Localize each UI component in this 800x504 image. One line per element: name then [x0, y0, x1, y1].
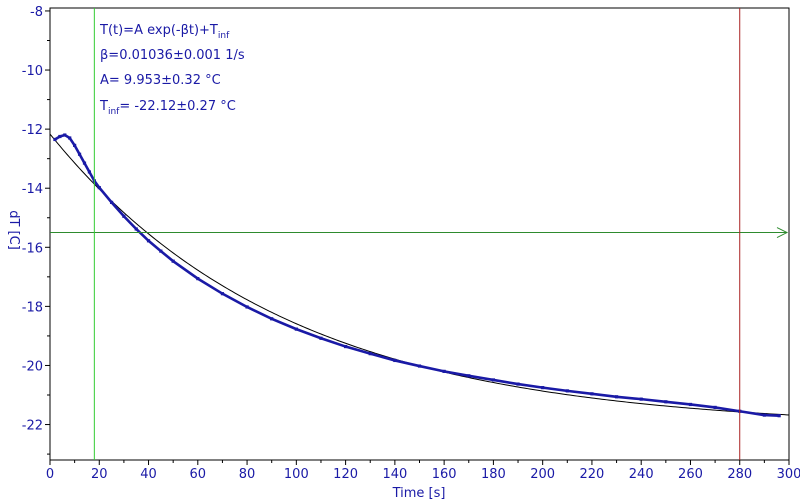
y-tick-label: -22	[22, 419, 43, 434]
data-point	[762, 413, 766, 417]
data-point	[713, 405, 717, 410]
data-point	[109, 200, 114, 204]
data-point	[516, 382, 520, 386]
x-tick-label: 240	[629, 467, 654, 482]
chart-ticks: 0 20 40 60 80 100 120 140 160 180 200 220 240 260 280 3…	[22, 5, 800, 482]
data-point	[442, 369, 446, 373]
data-point	[58, 134, 62, 139]
data-point	[134, 227, 138, 231]
x-tick-label: 0	[46, 467, 54, 482]
x-tick-label: 280	[727, 467, 752, 482]
y-tick-label: -8	[30, 5, 43, 20]
x-tick-label: 260	[678, 467, 703, 482]
x-tick-label: 220	[580, 467, 605, 482]
data-point	[270, 317, 274, 321]
plot-area-frame	[49, 7, 790, 461]
data-point	[639, 397, 643, 401]
data-point	[565, 389, 569, 393]
data-point	[63, 133, 67, 137]
data-point	[159, 249, 163, 253]
fit-amplitude: A= 9.953±0.32 °C	[100, 73, 221, 88]
x-tick-label: 120	[333, 467, 358, 482]
data-point	[87, 170, 92, 174]
data-point	[664, 400, 668, 404]
x-tick-label: 60	[190, 467, 207, 482]
data-point	[122, 214, 126, 218]
data-point	[82, 161, 87, 165]
data-point	[319, 336, 323, 340]
x-tick-label: 100	[284, 467, 309, 482]
x-tick-label: 40	[140, 467, 157, 482]
data-point	[590, 392, 594, 396]
data-point	[467, 374, 471, 378]
x-tick-label: 180	[481, 467, 506, 482]
data-point	[777, 414, 781, 418]
fit-formula: T(t)=A exp(-βt)+Tinf	[99, 23, 230, 41]
data-point	[245, 305, 249, 309]
fit-beta: β=0.01036±0.001 1/s	[100, 48, 245, 63]
x-tick-label: 20	[91, 467, 108, 482]
data-point	[368, 352, 372, 356]
x-tick-label: 80	[239, 467, 256, 482]
data-point	[541, 386, 545, 390]
data-point	[688, 402, 693, 407]
y-tick-label: -12	[22, 123, 43, 138]
y-tick-label: -18	[22, 300, 43, 315]
data-point	[73, 143, 77, 147]
data-point	[491, 378, 495, 382]
fit-tinf: Tinf= -22.12±0.27 °C	[99, 99, 236, 117]
fit-annotation: T(t)=A exp(-βt)+Tinf β=0.01036±0.001 1/s…	[99, 23, 245, 117]
y-axis-title: dT [C]	[6, 210, 21, 250]
data-point	[417, 364, 422, 368]
data-point	[97, 186, 101, 190]
data-point	[614, 395, 619, 399]
horizontal-marker-arrow-icon[interactable]	[776, 227, 789, 238]
data-point	[220, 292, 225, 296]
y-tick-label: -14	[22, 182, 43, 197]
x-tick-label: 140	[382, 467, 407, 482]
data-point	[344, 344, 348, 349]
y-tick-label: -20	[22, 359, 43, 374]
y-tick-label: -16	[22, 241, 43, 256]
data-point	[393, 358, 397, 363]
x-tick-label: 160	[432, 467, 457, 482]
y-tick-label: -10	[22, 64, 43, 79]
chart-marks	[49, 8, 790, 460]
data-point	[171, 259, 175, 263]
data-point	[53, 137, 57, 142]
data-point	[77, 152, 82, 156]
x-tick-label: 200	[530, 467, 555, 482]
x-tick-label: 300	[777, 467, 800, 482]
data-point	[146, 239, 151, 243]
data-point	[294, 327, 298, 331]
x-axis-title: Time [s]	[392, 486, 446, 501]
data-point	[196, 277, 200, 281]
data-point	[68, 136, 72, 140]
